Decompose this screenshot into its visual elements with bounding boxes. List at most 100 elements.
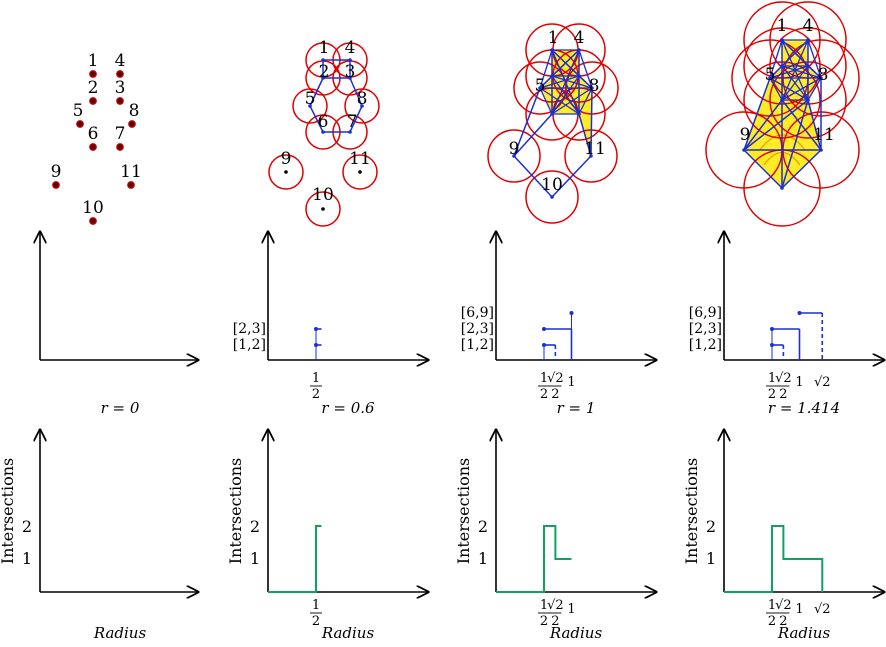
barcode-label-1-2: [1,2] [689,337,722,353]
point-label-r06-4: 4 [345,38,356,58]
edge-r1 [578,113,592,157]
edge-r1 [539,87,580,115]
point-r06-2 [321,76,325,80]
point-3 [116,97,124,105]
x-axis-label: Radius [93,624,147,642]
barcode-label-1-2: [1,2] [461,337,494,353]
point-label-r1414-11: 11 [813,125,835,145]
point-label-r06-6: 6 [318,112,329,132]
edge-r1 [551,87,593,115]
point-r1414-10 [780,186,784,190]
point-label-3: 3 [115,78,126,98]
edge-r1414 [781,149,822,189]
point-label-9: 9 [51,162,62,182]
point-5 [76,120,84,128]
radius-label-2: r = 1 [557,399,596,417]
point-label-r06-11: 11 [349,149,371,169]
tick-sqrt2: √2 [814,375,831,390]
point-r06-3 [348,76,352,80]
y-axis-label: Intersections [454,458,473,565]
point-r1-1 [550,48,554,52]
simplex-fill-r1 [579,88,592,156]
point-2 [89,97,97,105]
point-r1-10 [550,195,554,199]
point-label-r1414-5: 5 [765,65,776,85]
edge-r06 [309,77,324,107]
barcode-label-2-3: [2,3] [461,321,494,337]
edge-r1414 [807,65,822,79]
point-4 [116,70,124,78]
ball-r1-10 [525,170,579,224]
point-label-5: 5 [73,101,84,121]
point-layer [52,38,823,225]
tick-sqrt2-over-2-den: 2 [551,387,559,402]
ball-r1414-3 [769,27,847,105]
x-axis-label: Radius [549,624,603,642]
edge-r1414 [769,39,783,79]
y-tick-2: 2 [250,517,260,536]
tick-sqrt2-over-2-den: 2 [779,387,787,402]
edge-r1 [551,155,592,198]
curve-tick-half-den: 2 [768,614,776,629]
point-label-r06-7: 7 [347,112,358,132]
edge-r1414 [781,65,809,101]
curve-tick-half-den: 2 [312,614,320,629]
barcode-label-1-2: [1,2] [233,337,266,353]
edge-r1 [578,49,593,89]
edge-r1 [551,49,580,115]
point-label-r06-2: 2 [319,62,330,82]
point-r06-1 [321,58,325,62]
tick-half-num: 1 [312,371,320,386]
tick-half-num: 1 [768,371,776,386]
point-r1414-2 [780,64,784,68]
point-r1-7 [577,112,581,116]
tick-half-num: 1 [540,371,548,386]
point-r1414-3 [806,64,810,68]
point-r06-10 [321,207,325,211]
barcode-label-2-3: [2,3] [233,321,266,337]
edge-r1 [590,87,593,157]
point-label-8: 8 [129,101,140,121]
y-axis-label: Intersections [0,458,17,565]
curve-tick-one: 1 [795,602,803,617]
ball-r06-10 [305,191,341,227]
point-r1-3 [577,74,581,78]
point-label-r1414-1: 1 [777,16,788,36]
point-r1-2 [550,74,554,78]
point-r06-8 [360,104,364,108]
barcode-bar-2-3-start [542,327,546,331]
point-label-r06-5: 5 [305,89,316,109]
curve-tick-half-num: 1 [312,598,320,613]
y-tick-2: 2 [22,517,32,536]
point-label-r06-3: 3 [345,62,356,82]
point-label-r1-1: 1 [548,28,559,48]
edge-r1 [539,49,580,89]
barcode-label-6-9: [6,9] [689,305,722,321]
point-10 [89,217,97,225]
curve-tick-half-num: 1 [768,598,776,613]
point-r1-11 [589,154,593,158]
radius-label-0: r = 0 [101,399,140,417]
point-9 [52,181,60,189]
point-label-r1414-4: 4 [803,16,814,36]
point-r1-8 [590,86,594,90]
point-r1-4 [577,48,581,52]
point-label-6: 6 [88,124,99,144]
barcode-label-2-3: [2,3] [689,321,722,337]
point-r1414-8 [819,76,823,80]
edge-r1 [513,87,541,157]
point-7 [116,143,124,151]
ball-r06-8 [344,88,380,124]
edge-r1414 [781,99,822,151]
y-axis-label: Intersections [226,458,245,565]
point-label-r1414-8: 8 [818,65,829,85]
point-r1414-9 [742,148,746,152]
point-r06-7 [348,130,352,134]
point-label-7: 7 [115,124,126,144]
intersection-curve-1 [268,525,322,593]
curve-tick-half-num: 1 [540,598,548,613]
edge-layer [309,39,822,198]
point-r1414-7 [806,98,810,102]
radius-label-1: r = 0.6 [321,399,375,417]
point-r06-6 [321,130,325,134]
